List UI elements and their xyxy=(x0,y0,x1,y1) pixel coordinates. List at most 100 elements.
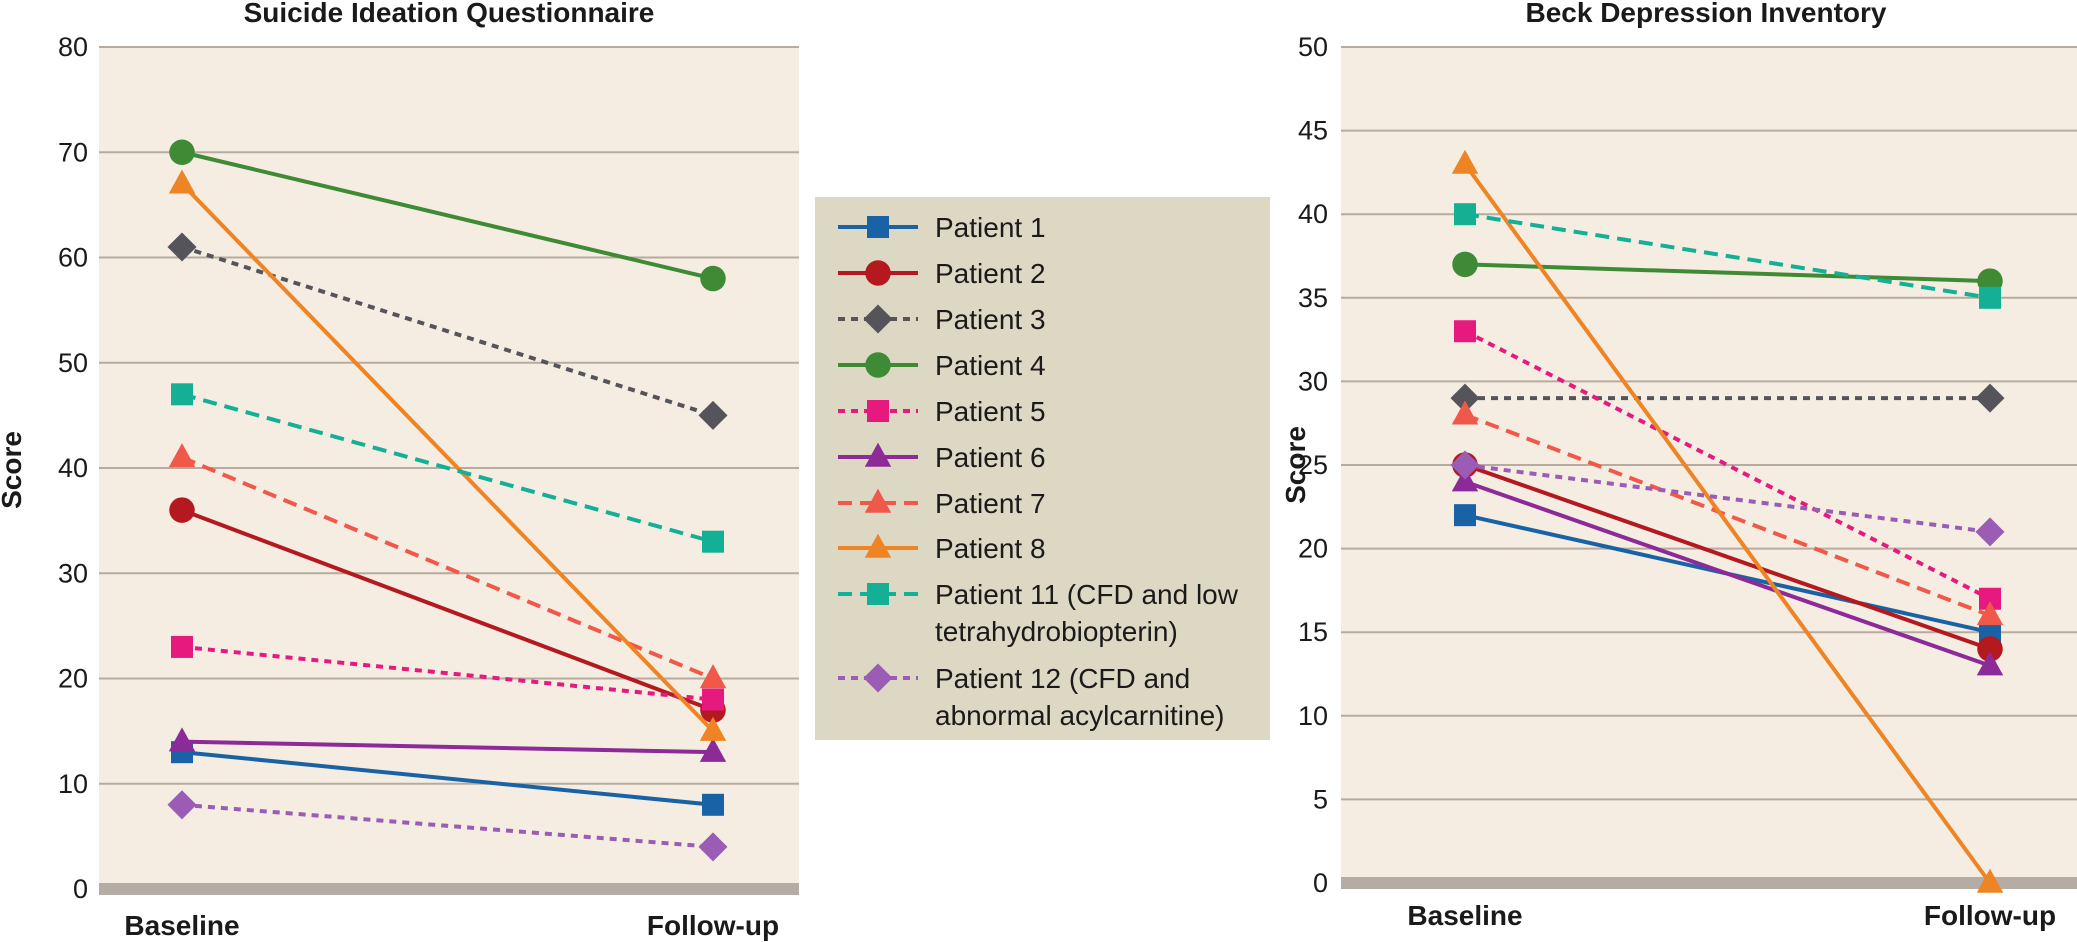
legend-item-5: Patient 5 xyxy=(838,396,1046,427)
legend-label: Patient 3 xyxy=(935,304,1046,335)
series-line xyxy=(1464,262,1991,284)
y-tick-label: 25 xyxy=(1298,450,1328,480)
legend-item-2: Patient 2 xyxy=(838,258,1046,289)
legend-label: Patient 1 xyxy=(935,212,1046,243)
data-point xyxy=(702,530,724,553)
series-line xyxy=(181,508,714,712)
legend-swatch-marker xyxy=(867,400,889,422)
data-point xyxy=(1976,601,2004,626)
y-tick-labels: 0 5 10 15 20 25 30 35 40 45 50 xyxy=(1298,32,1328,898)
y-tick-label: 70 xyxy=(58,137,88,167)
data-point xyxy=(1976,651,2004,676)
series-8 xyxy=(168,169,727,741)
series-line xyxy=(181,150,714,281)
legend-label: Patient 12 (CFD and xyxy=(935,663,1190,694)
legend-label: Patient 11 (CFD and low xyxy=(935,579,1239,610)
series-line xyxy=(181,739,714,755)
y-axis-label: Score xyxy=(0,431,27,509)
series-line xyxy=(1464,463,1991,651)
series-group xyxy=(167,139,728,862)
series-line xyxy=(1464,479,1991,668)
legend-label: Patient 6 xyxy=(935,442,1046,473)
legend-swatch-marker xyxy=(863,663,893,693)
data-point xyxy=(168,727,196,752)
series-9 xyxy=(1454,203,2001,309)
legend-item-4: Patient 4 xyxy=(838,350,1046,381)
series-7 xyxy=(168,443,727,689)
data-point xyxy=(168,169,196,194)
legend-swatch-marker xyxy=(867,583,889,605)
y-tick-label: 30 xyxy=(58,558,88,588)
y-tick-label: 50 xyxy=(1298,32,1328,62)
series-line xyxy=(181,392,714,544)
y-tick-label: 15 xyxy=(1298,617,1328,647)
legend-item-9: Patient 11 (CFD and low tetrahydrobiopter… xyxy=(838,579,1239,647)
y-tick-label: 45 xyxy=(1298,116,1328,146)
series-10 xyxy=(1450,450,2005,547)
data-point xyxy=(702,688,724,711)
legend-item-3: Patient 3 xyxy=(838,304,1046,335)
series-line xyxy=(1464,463,1991,534)
data-point xyxy=(699,664,727,689)
data-point xyxy=(1979,286,2001,309)
data-point xyxy=(1451,149,1479,174)
series-line xyxy=(1464,412,1991,618)
data-point xyxy=(702,793,724,816)
data-point xyxy=(698,832,728,862)
series-5 xyxy=(171,635,724,711)
series-7 xyxy=(1451,400,2004,626)
legend: Patient 1 Patient 2 Patient 3 Patient 4 Pati… xyxy=(815,197,1270,740)
y-tick-label: 30 xyxy=(1298,366,1328,396)
baseline-bar xyxy=(99,883,799,895)
legend-swatch-marker xyxy=(863,304,893,334)
series-8 xyxy=(1451,149,2004,893)
y-tick-labels: 0 10 20 30 40 50 60 70 80 xyxy=(58,32,88,904)
data-point xyxy=(1977,636,2003,662)
data-point xyxy=(167,232,197,262)
data-point xyxy=(1452,251,1478,278)
legend-label: Patient 8 xyxy=(935,533,1046,564)
data-point xyxy=(699,716,727,741)
series-9 xyxy=(171,383,724,553)
data-point xyxy=(1454,504,1476,527)
series-line xyxy=(181,455,714,681)
legend-label: Patient 5 xyxy=(935,396,1046,427)
legend-item-10: Patient 12 (CFD and abnormal acylcarnitin… xyxy=(838,663,1224,731)
data-point xyxy=(1450,450,1480,480)
baseline-bar xyxy=(1341,877,2077,889)
series-5 xyxy=(1454,320,2001,610)
y-tick-label: 50 xyxy=(58,348,88,378)
legend-items: Patient 1 Patient 2 Patient 3 Patient 4 Pati… xyxy=(838,212,1239,731)
data-point xyxy=(171,635,193,658)
legend-swatch-marker xyxy=(864,488,892,513)
x-category-baseline: Baseline xyxy=(1407,900,1522,931)
y-tick-label: 10 xyxy=(58,769,88,799)
series-line xyxy=(181,750,714,807)
legend-label: Patient 7 xyxy=(935,488,1046,519)
data-point xyxy=(1454,320,1476,343)
series-line xyxy=(180,182,715,733)
chart-title: Suicide Ideation Questionnaire xyxy=(244,0,655,28)
legend-label: Patient 2 xyxy=(935,258,1046,289)
series-10 xyxy=(167,790,728,862)
series-line xyxy=(1464,212,1991,300)
legend-swatch-marker xyxy=(867,216,889,238)
x-category-baseline: Baseline xyxy=(124,910,239,941)
x-category-follow-up: Follow-up xyxy=(1924,900,2056,931)
chart-title: Beck Depression Inventory xyxy=(1525,0,1886,28)
y-tick-label: 40 xyxy=(58,453,88,483)
legend-swatch-marker xyxy=(865,352,891,378)
data-point xyxy=(699,737,727,762)
data-point xyxy=(700,265,726,292)
legend-background xyxy=(815,197,1270,740)
data-point xyxy=(698,400,728,430)
series-3 xyxy=(1450,383,2005,413)
y-tick-label: 80 xyxy=(58,32,88,62)
legend-item-7: Patient 7 xyxy=(838,488,1046,519)
y-axis-label: Score xyxy=(1280,426,1311,504)
series-line xyxy=(1463,162,1992,885)
y-tick-label: 5 xyxy=(1313,784,1328,814)
y-tick-label: 0 xyxy=(73,874,88,904)
series-line xyxy=(181,802,714,849)
